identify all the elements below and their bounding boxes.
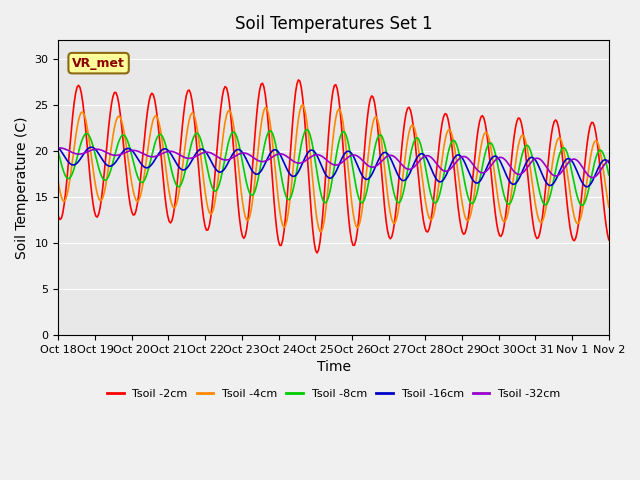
Tsoil -2cm [605,237,612,243]
Tsoil -2cm [313,250,321,256]
Tsoil -8cm [54,149,62,155]
Line: Tsoil -8cm: Tsoil -8cm [58,130,609,205]
Tsoil -8cm [73,155,81,160]
Tsoil -16cm [605,160,612,166]
Legend: Tsoil -2cm, Tsoil -4cm, Tsoil -8cm, Tsoil -16cm, Tsoil -32cm: Tsoil -2cm, Tsoil -4cm, Tsoil -8cm, Tsoi… [102,384,564,403]
Tsoil -2cm [294,77,302,83]
Text: VR_met: VR_met [72,57,125,70]
Tsoil -4cm [54,180,62,185]
Tsoil -4cm [299,102,307,108]
Tsoil -8cm [90,148,98,154]
Tsoil -2cm [340,161,348,167]
Tsoil -8cm [578,203,586,208]
Tsoil -32cm [92,146,100,152]
Tsoil -4cm [532,203,540,208]
Y-axis label: Soil Temperature (C): Soil Temperature (C) [15,116,29,259]
Line: Tsoil -32cm: Tsoil -32cm [58,148,609,178]
Tsoil -16cm [88,144,95,150]
Tsoil -16cm [339,154,347,159]
Tsoil -2cm [450,160,458,166]
Tsoil -4cm [605,204,612,210]
Tsoil -4cm [604,195,611,201]
Tsoil -32cm [589,175,597,180]
Line: Tsoil -4cm: Tsoil -4cm [58,105,609,231]
Tsoil -2cm [90,208,98,214]
Tsoil -16cm [92,147,100,153]
Tsoil -16cm [449,159,456,165]
Tsoil -8cm [303,127,311,132]
Tsoil -32cm [339,159,347,165]
Tsoil -32cm [605,157,612,163]
X-axis label: Time: Time [317,360,351,374]
Tsoil -32cm [531,156,538,162]
Tsoil -8cm [449,138,456,144]
Tsoil -2cm [532,233,540,239]
Tsoil -16cm [584,184,591,190]
Tsoil -32cm [54,145,62,151]
Tsoil -8cm [605,172,612,178]
Title: Soil Temperatures Set 1: Soil Temperatures Set 1 [235,15,433,33]
Tsoil -8cm [531,162,538,168]
Tsoil -4cm [450,139,458,145]
Tsoil -8cm [339,129,347,134]
Tsoil -32cm [449,164,456,170]
Tsoil -16cm [73,160,81,166]
Tsoil -8cm [604,165,611,171]
Tsoil -32cm [604,158,611,164]
Tsoil -16cm [604,158,611,164]
Tsoil -4cm [73,125,81,131]
Tsoil -16cm [531,156,538,161]
Tsoil -2cm [604,231,611,237]
Tsoil -4cm [340,130,348,136]
Tsoil -4cm [317,228,325,234]
Line: Tsoil -2cm: Tsoil -2cm [58,80,609,253]
Tsoil -32cm [56,145,63,151]
Tsoil -4cm [90,175,98,181]
Tsoil -32cm [75,151,83,157]
Tsoil -2cm [54,214,62,219]
Tsoil -2cm [73,84,81,90]
Tsoil -16cm [54,145,62,151]
Line: Tsoil -16cm: Tsoil -16cm [58,147,609,187]
